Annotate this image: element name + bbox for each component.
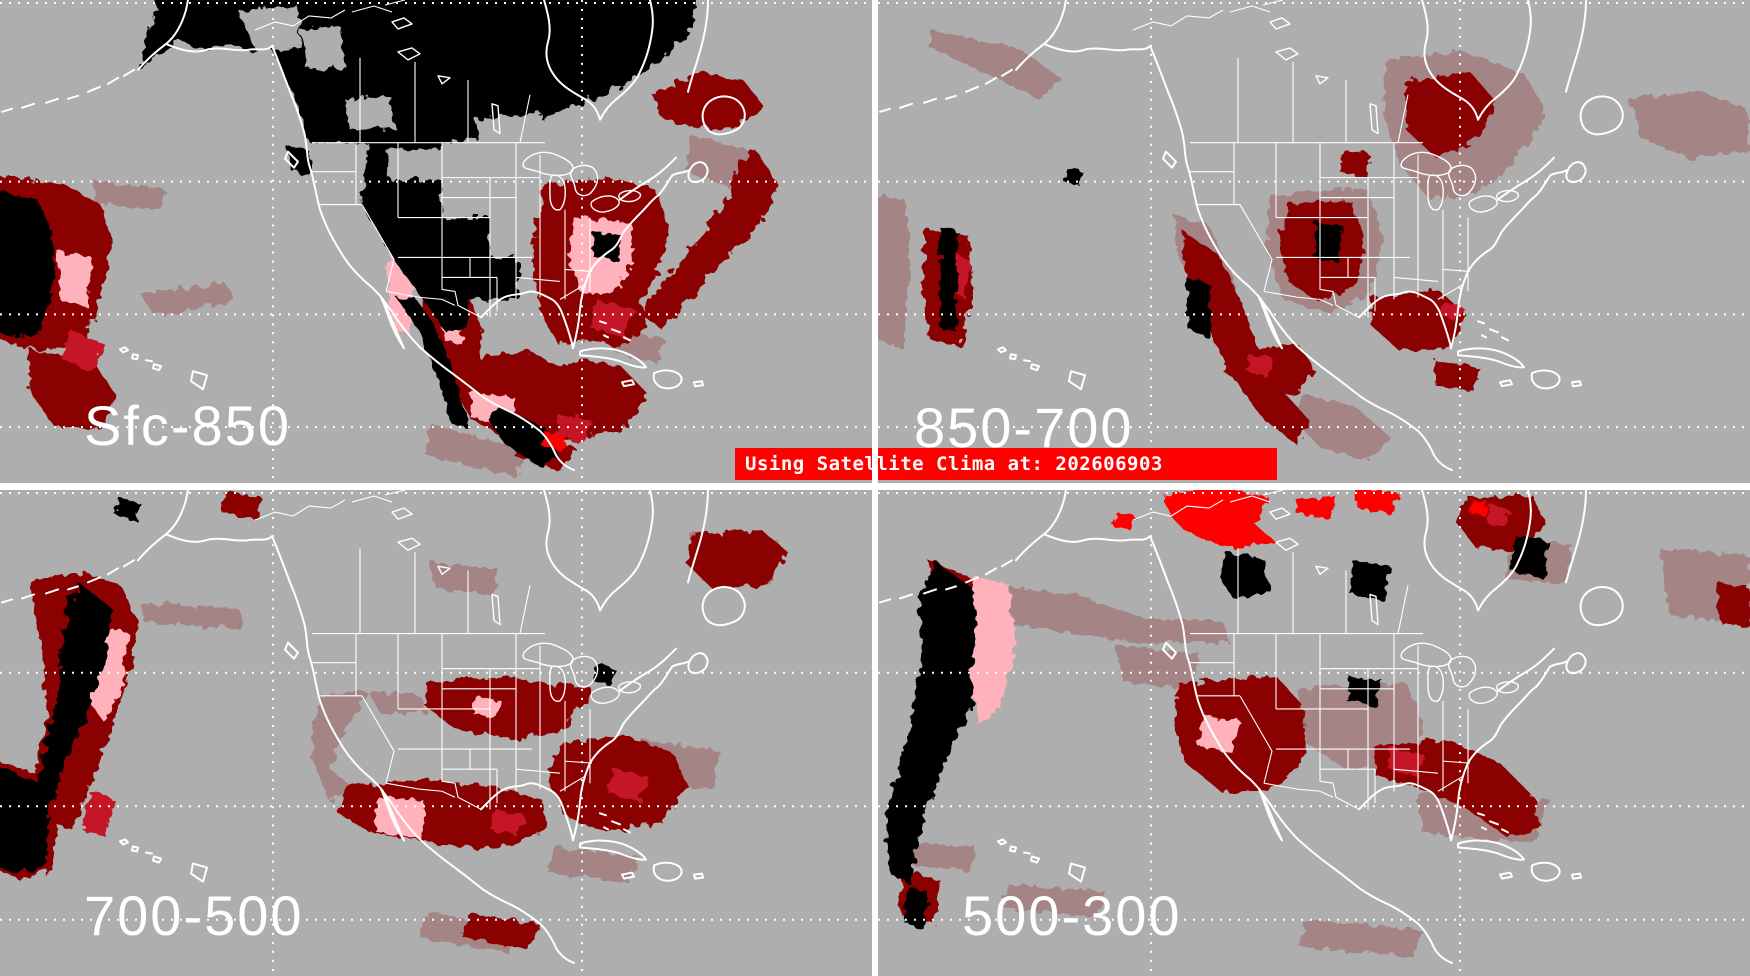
- layer-label-700-500: 700-500: [84, 884, 304, 947]
- panel-700-500: 700-500: [0, 490, 872, 976]
- layer-label-500-300: 500-300: [962, 884, 1182, 947]
- map-850-700: [878, 0, 1750, 483]
- moisture-blobs: [0, 0, 778, 478]
- moisture-blobs: [878, 29, 1750, 462]
- map-500-300: [878, 490, 1750, 976]
- map-sfc-850: [0, 0, 872, 483]
- panel-500-300: 500-300: [878, 490, 1750, 976]
- layer-label-sfc-850: Sfc-850: [84, 394, 291, 457]
- status-banner: Using Satellite Clima at: 202606903: [735, 448, 1277, 480]
- layer-label-850-700: 850-700: [914, 396, 1134, 459]
- panel-sfc-850: Sfc-850: [0, 0, 872, 483]
- moisture-blobs: [0, 492, 788, 954]
- panel-divider-horizontal: [0, 483, 1750, 490]
- map-700-500: [0, 490, 872, 976]
- panel-850-700: 850-700: [878, 0, 1750, 483]
